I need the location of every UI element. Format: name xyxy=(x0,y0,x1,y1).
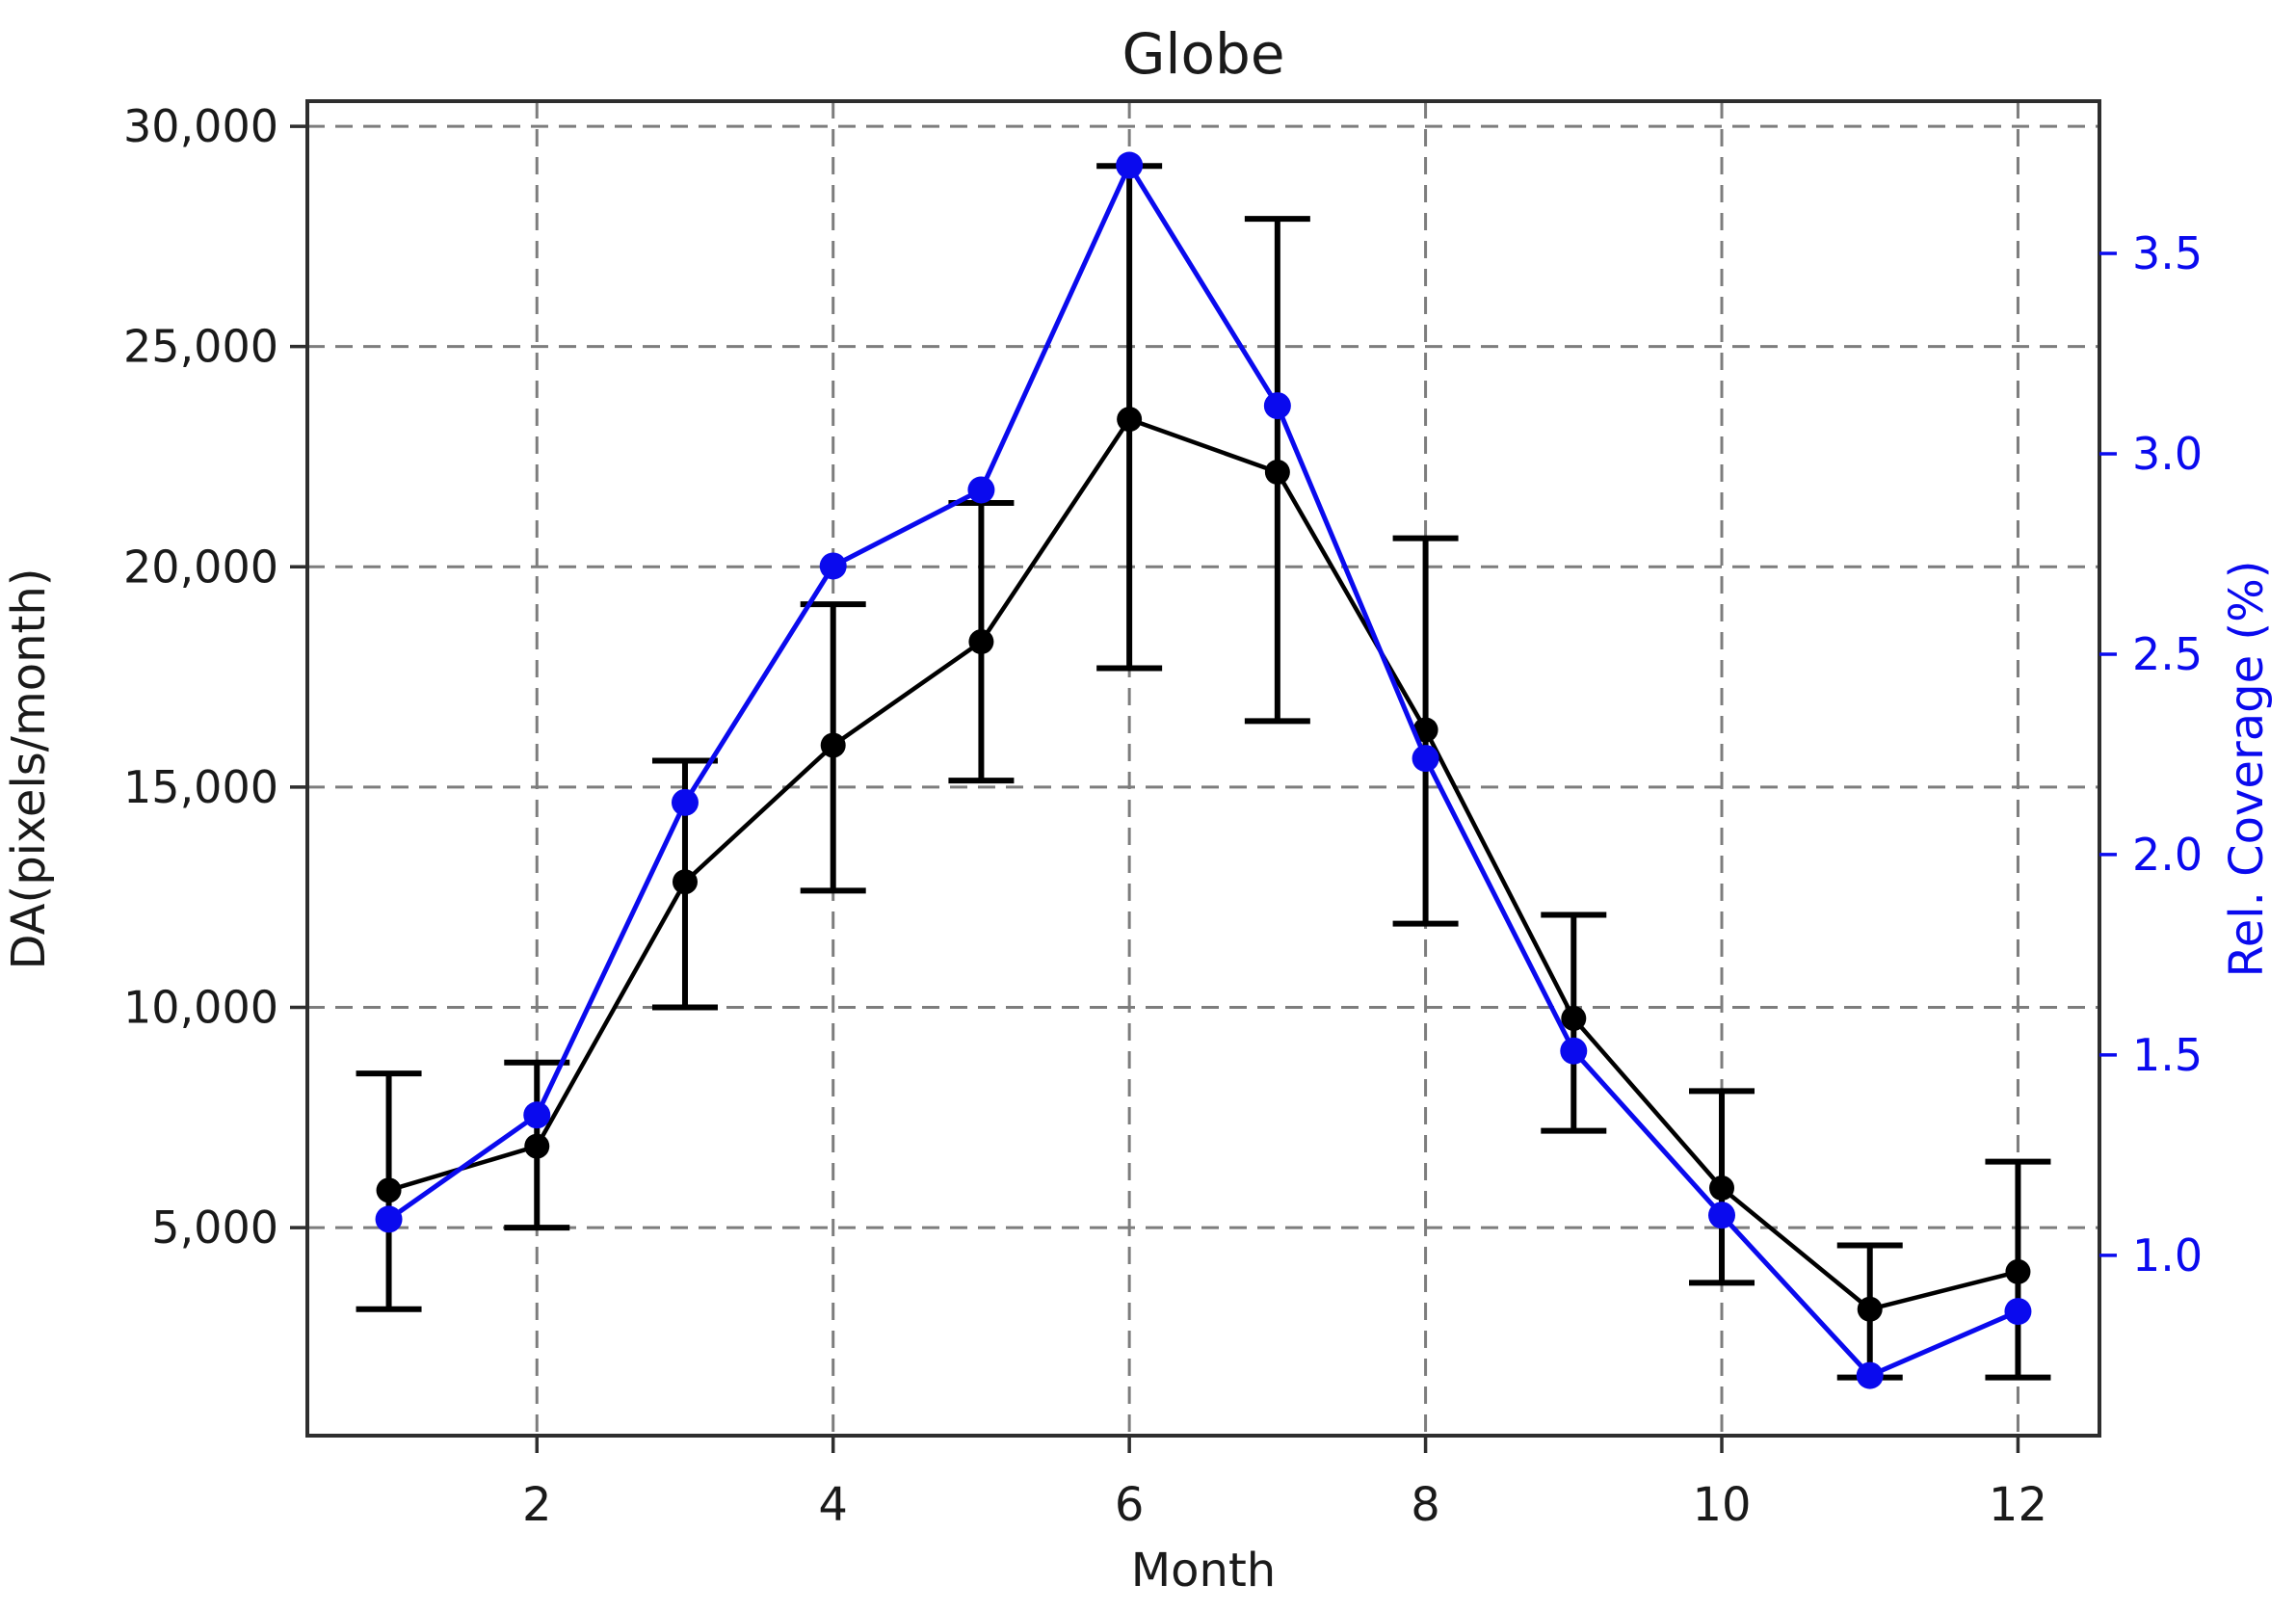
coverage-marker-m4 xyxy=(819,552,847,580)
da-marker-m7 xyxy=(1264,460,1290,486)
axis-tick-labels: 5,000 10,000 15,000 20,000 25,000 30,000 1.0 1.… xyxy=(123,100,2203,1532)
y-right-tick-label-1: 1.0 xyxy=(2132,1229,2203,1281)
coverage-marker-m6 xyxy=(1116,151,1144,179)
da-marker-m10 xyxy=(1709,1175,1735,1202)
x-tick-label-12: 12 xyxy=(1989,1478,2047,1532)
x-tick-label-10: 10 xyxy=(1692,1478,1751,1532)
y-left-tick-label-25000: 25,000 xyxy=(123,321,278,373)
x-tick-label-2: 2 xyxy=(522,1478,552,1532)
da-series-path xyxy=(387,416,2019,1312)
coverage-series-line xyxy=(387,160,2019,1379)
coverage-marker-m9 xyxy=(1560,1037,1588,1065)
coverage-marker-m1 xyxy=(375,1205,403,1233)
da-marker-m4 xyxy=(820,732,846,758)
coverage-marker-m2 xyxy=(523,1101,551,1129)
coverage-marker-m5 xyxy=(967,476,995,504)
da-marker-m6 xyxy=(1117,407,1143,433)
coverage-series-path xyxy=(387,160,2019,1379)
da-marker-m2 xyxy=(524,1133,550,1159)
da-marker-m3 xyxy=(672,869,698,895)
plot-border-rect xyxy=(305,99,2101,1438)
axis-ticks xyxy=(290,124,2117,1453)
y-left-tick-label-15000: 15,000 xyxy=(123,761,278,813)
y-left-axis-label: DA(pixels/month) xyxy=(2,568,56,970)
y-right-tick-label-2.5: 2.5 xyxy=(2132,628,2203,680)
chart-title: Globe xyxy=(1122,21,1284,87)
da-series-markers xyxy=(376,407,2031,1322)
y-right-tick-label-1.5: 1.5 xyxy=(2132,1029,2203,1081)
coverage-marker-m10 xyxy=(1708,1202,1736,1229)
da-marker-m12 xyxy=(2005,1258,2031,1284)
x-tick-label-6: 6 xyxy=(1115,1478,1145,1532)
coverage-marker-m11 xyxy=(1856,1361,1884,1389)
y-right-tick-label-2: 2.0 xyxy=(2132,829,2203,881)
da-marker-m8 xyxy=(1412,717,1438,743)
da-marker-m1 xyxy=(376,1177,402,1203)
x-tick-label-8: 8 xyxy=(1411,1478,1440,1532)
grid-lines xyxy=(307,101,2099,1436)
coverage-marker-m8 xyxy=(1412,745,1439,773)
da-marker-m9 xyxy=(1561,1005,1587,1031)
y-left-tick-label-30000: 30,000 xyxy=(123,100,278,152)
y-right-tick-label-3.5: 3.5 xyxy=(2132,227,2203,279)
coverage-marker-m7 xyxy=(1263,392,1291,420)
y-right-axis-label: Rel. Coverage (%) xyxy=(2220,561,2274,978)
x-tick-label-4: 4 xyxy=(818,1478,848,1532)
x-axis-label: Month xyxy=(1131,1544,1276,1598)
plot-border xyxy=(305,99,2101,1438)
y-left-tick-label-20000: 20,000 xyxy=(123,541,278,593)
y-left-tick-label-10000: 10,000 xyxy=(123,982,278,1034)
y-right-tick-label-3: 3.0 xyxy=(2132,428,2203,480)
coverage-marker-m12 xyxy=(2004,1298,2032,1326)
y-left-tick-label-5000: 5,000 xyxy=(151,1202,278,1254)
da-series-line xyxy=(387,416,2019,1312)
coverage-marker-m3 xyxy=(671,788,699,816)
coverage-series-markers xyxy=(375,151,2032,1389)
da-marker-m11 xyxy=(1857,1296,1883,1322)
da-marker-m5 xyxy=(968,629,994,655)
